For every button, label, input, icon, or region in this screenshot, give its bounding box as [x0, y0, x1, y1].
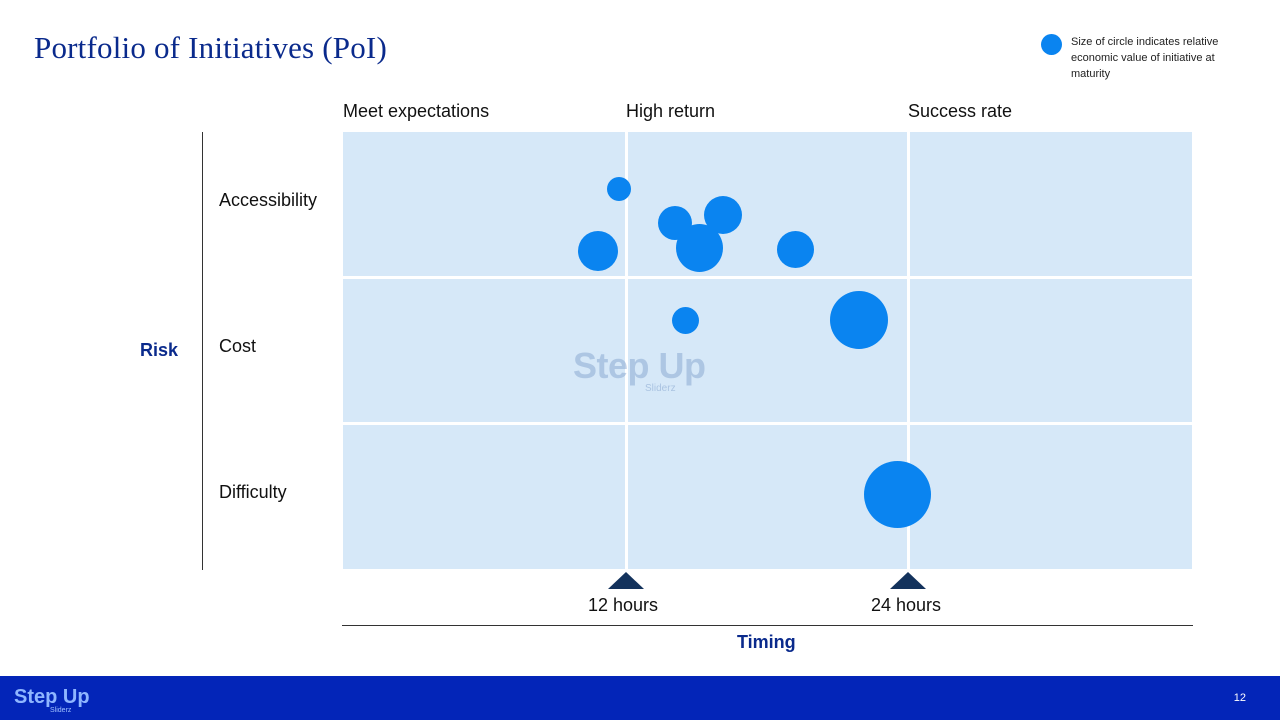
timing-marker-triangle-icon — [608, 572, 644, 589]
row-label-accessibility: Accessibility — [219, 190, 318, 210]
row-label-difficulty: Difficulty — [219, 482, 287, 502]
initiative-bubble — [607, 177, 631, 201]
grid-divider-horizontal — [343, 276, 1192, 279]
initiative-bubble — [777, 231, 814, 268]
footer-logo: Step Up — [14, 686, 90, 708]
risk-axis-label: Risk — [140, 340, 179, 360]
column-header-meet-expectations: Meet expectations — [343, 101, 490, 121]
slide-title: Portfolio of Initiatives (PoI) — [34, 30, 387, 65]
initiative-bubble — [830, 291, 888, 349]
timing-tick-12-hours: 12 hours — [588, 595, 659, 615]
row-label-cost: Cost — [219, 336, 257, 356]
timing-marker-triangle-icon — [890, 572, 926, 589]
page-number: 12 — [1233, 692, 1246, 704]
grid-divider-horizontal — [343, 422, 1192, 425]
legend-circle-icon — [1041, 34, 1062, 55]
footer-logo-sub: Sliderz — [50, 707, 72, 714]
timing-tick-24-hours: 24 hours — [871, 595, 942, 615]
legend-text: Size of circle indicates relative econom… — [1071, 36, 1219, 80]
column-header-high-return: High return — [626, 101, 716, 121]
watermark-logo: Step Up — [573, 345, 706, 386]
footer-bar: Step Up Sliderz 12 — [0, 676, 1280, 720]
grid-divider-vertical — [625, 132, 628, 569]
grid-divider-vertical — [907, 132, 910, 569]
initiative-bubble — [676, 224, 723, 272]
initiative-bubble — [672, 307, 699, 334]
column-header-success-rate: Success rate — [908, 101, 1013, 121]
initiative-bubble — [578, 231, 618, 271]
risk-axis-line — [202, 132, 203, 570]
timing-axis-label: Timing — [737, 632, 796, 652]
timing-axis-line — [342, 625, 1193, 626]
initiative-bubble — [864, 461, 931, 528]
watermark-logo-sub: Sliderz — [645, 383, 676, 394]
portfolio-grid — [343, 132, 1192, 569]
